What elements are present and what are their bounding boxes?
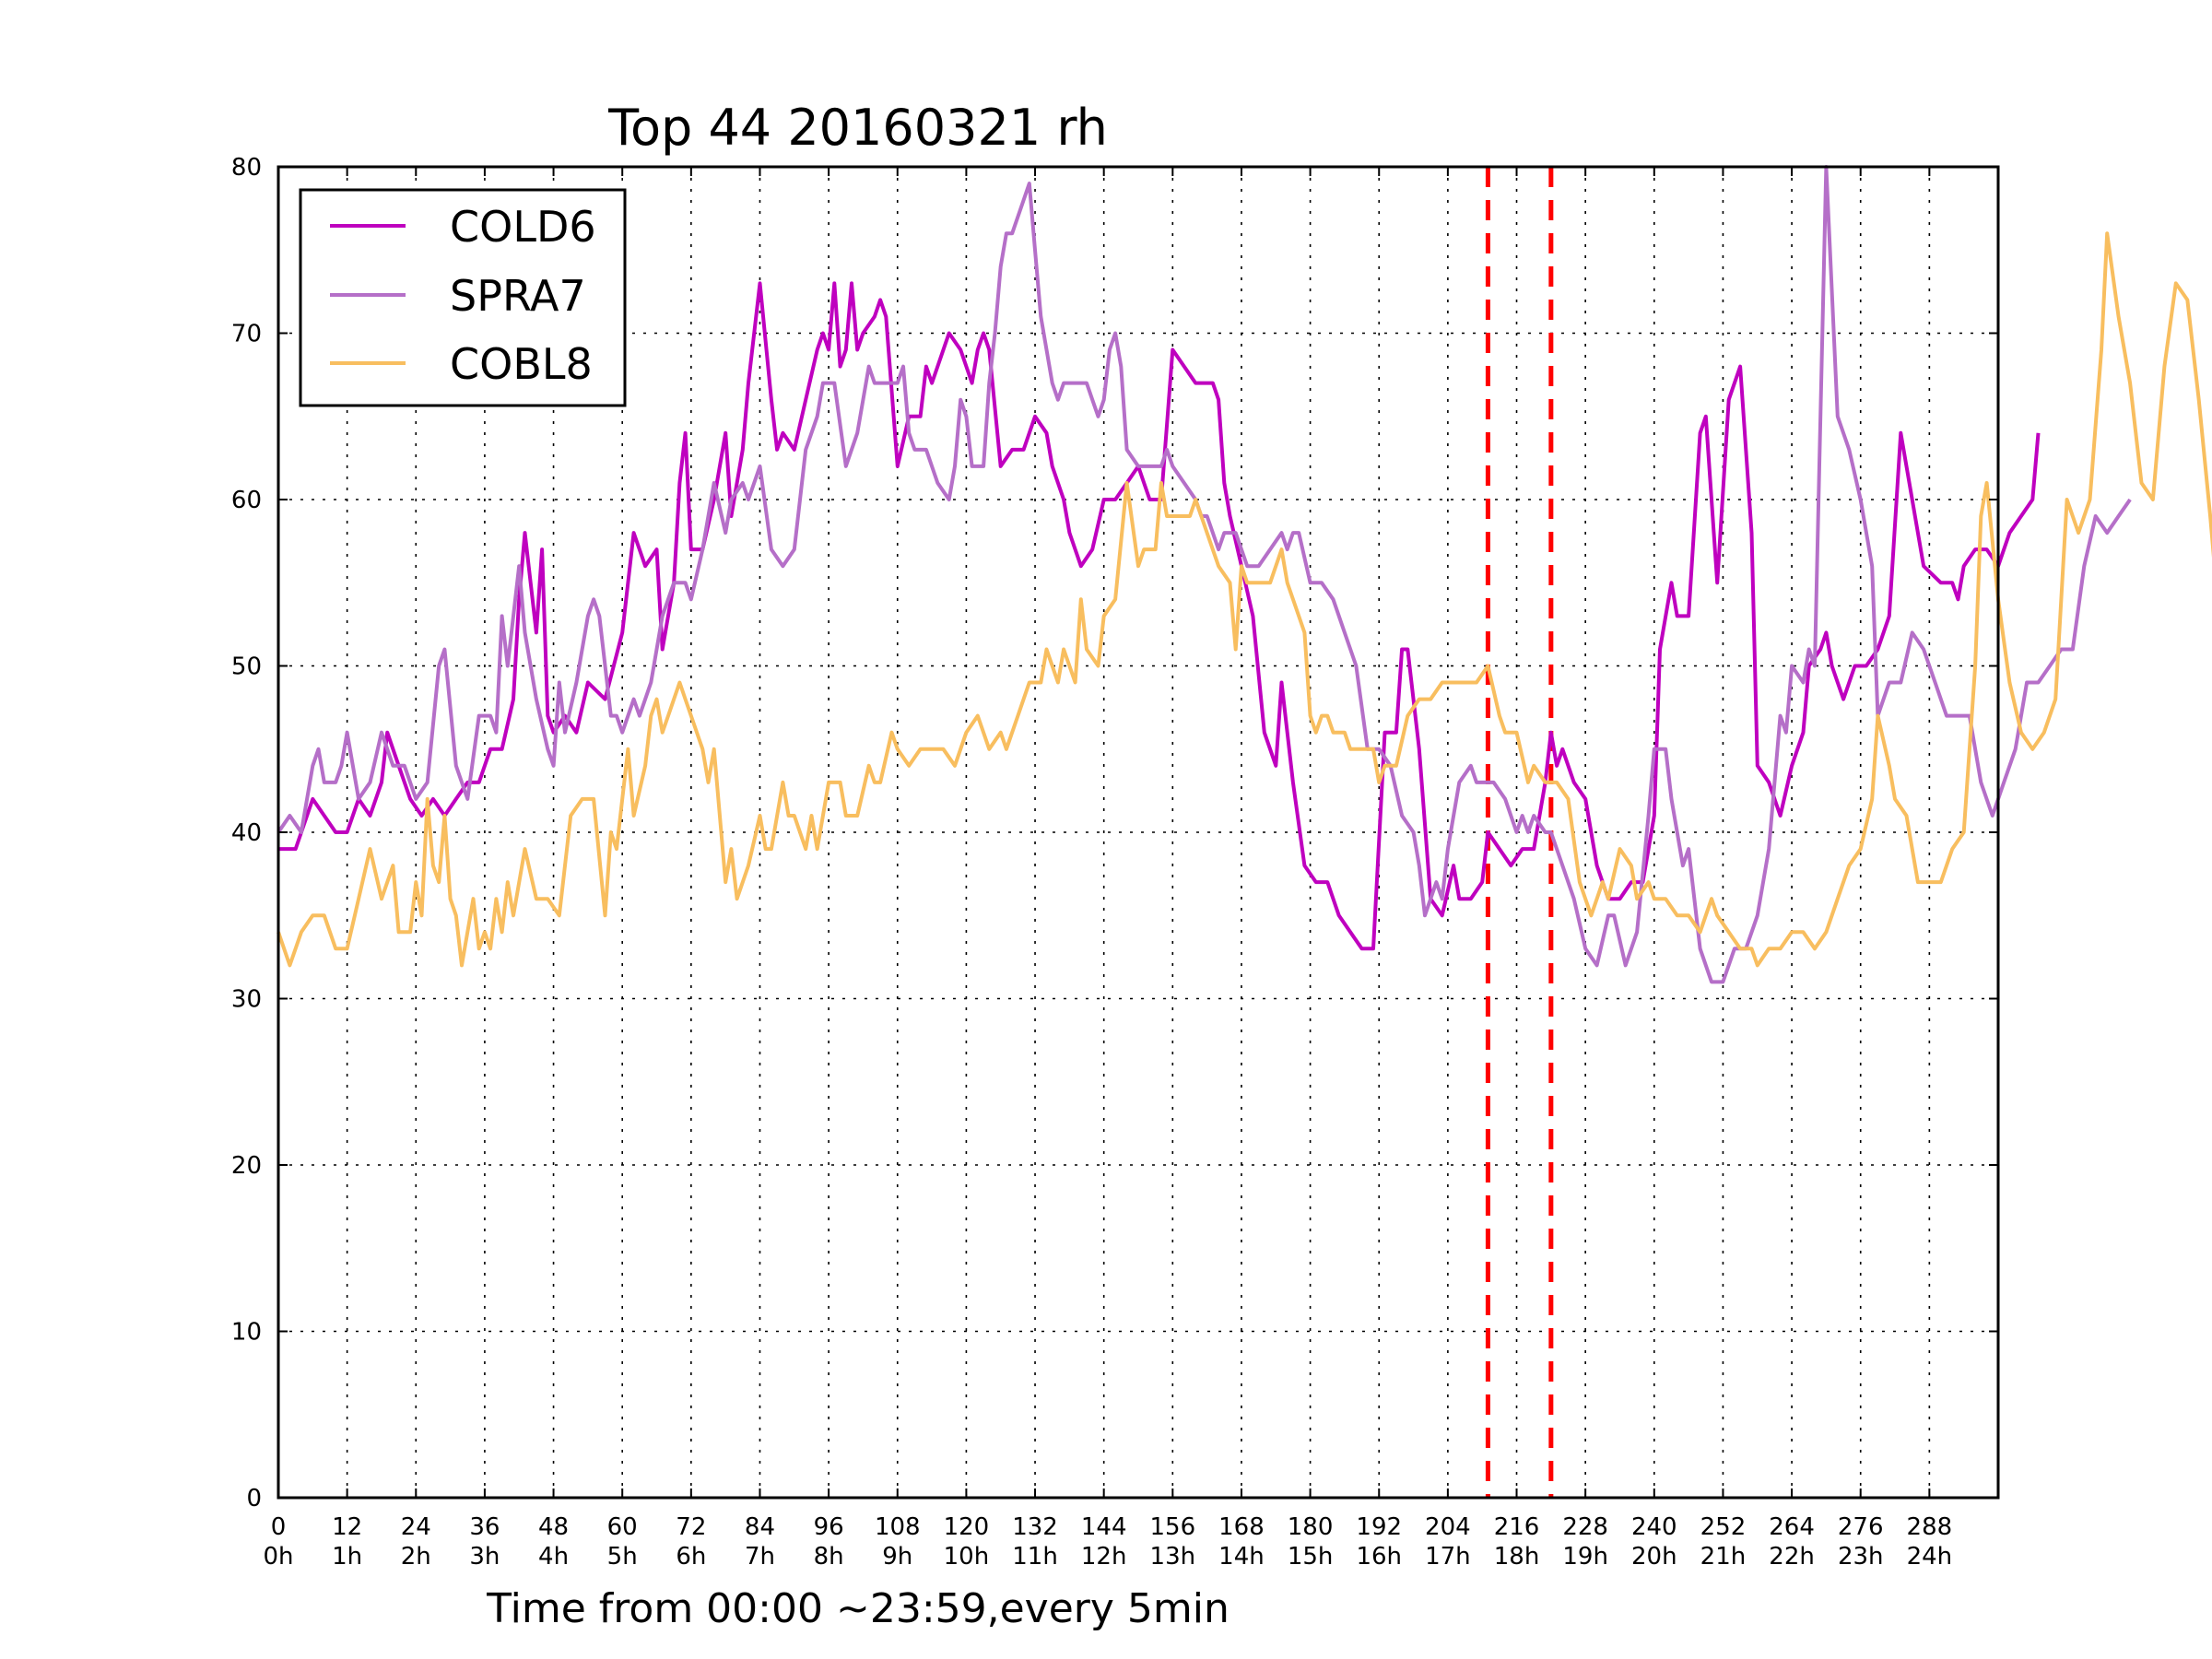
x-tick-label-hour: 2h (401, 1543, 431, 1571)
x-tick-label: 264 (1769, 1513, 1815, 1541)
x-tick-label-hour: 7h (745, 1543, 775, 1571)
x-tick-label-hour: 3h (469, 1543, 500, 1571)
y-tick-label: 10 (231, 1319, 262, 1347)
x-tick-label: 132 (1012, 1513, 1058, 1541)
x-tick-label-hour: 21h (1700, 1543, 1747, 1571)
x-tick-label: 276 (1838, 1513, 1884, 1541)
x-tick-label: 228 (1562, 1513, 1608, 1541)
x-tick-label: 84 (745, 1513, 775, 1541)
x-tick-label-hour: 10h (944, 1543, 990, 1571)
series-line-cobl8 (276, 231, 2212, 968)
x-tick-label: 24 (401, 1513, 431, 1541)
y-axis-ticks: 0 10 20 30 40 50 60 70 80 (231, 154, 1998, 1512)
x-tick-label: 216 (1494, 1513, 1540, 1541)
x-tick-label-hour: 14h (1218, 1543, 1265, 1571)
legend: COLD6 SPRA7 COBL8 (299, 188, 627, 407)
x-tick-label: 168 (1218, 1513, 1265, 1541)
y-tick-label: 80 (231, 154, 262, 182)
x-tick-label: 192 (1356, 1513, 1402, 1541)
x-tick-label-hour: 8h (814, 1543, 844, 1571)
x-tick-label: 144 (1081, 1513, 1127, 1541)
x-tick-label-hour: 13h (1150, 1543, 1196, 1571)
x-tick-label-hour: 4h (538, 1543, 569, 1571)
x-tick-label-hour: 11h (1012, 1543, 1058, 1571)
legend-label-cold6: COLD6 (450, 202, 596, 252)
x-tick-label: 36 (469, 1513, 500, 1541)
x-tick-label: 204 (1425, 1513, 1471, 1541)
y-tick-label: 0 (246, 1485, 262, 1512)
y-tick-label: 70 (231, 321, 262, 348)
y-tick-label: 50 (231, 653, 262, 681)
x-tick-label-hour: 20h (1631, 1543, 1677, 1571)
x-tick-label: 240 (1631, 1513, 1677, 1541)
x-tick-label: 72 (676, 1513, 706, 1541)
x-tick-label: 12 (332, 1513, 362, 1541)
y-tick-label: 20 (231, 1152, 262, 1180)
x-tick-label: 60 (607, 1513, 638, 1541)
x-tick-label: 156 (1149, 1513, 1195, 1541)
x-tick-label-hour: 9h (882, 1543, 912, 1571)
series-line-spra7 (276, 165, 2132, 984)
x-tick-label: 48 (538, 1513, 569, 1541)
x-tick-label-hour: 18h (1494, 1543, 1540, 1571)
x-tick-label-hour: 6h (676, 1543, 706, 1571)
x-tick-label-hour: 17h (1425, 1543, 1471, 1571)
x-tick-label-hour: 24h (1907, 1543, 1953, 1571)
x-tick-label-hour: 1h (332, 1543, 362, 1571)
legend-label-spra7: SPRA7 (450, 271, 586, 321)
y-tick-label: 30 (231, 986, 262, 1014)
x-axis-label: Time from 00:00 ~23:59,every 5min (486, 1585, 1230, 1632)
series-line-cold6 (278, 281, 2041, 951)
x-tick-label: 252 (1700, 1513, 1747, 1541)
y-tick-label: 60 (231, 487, 262, 514)
chart-title: Top 44 20160321 rh (607, 99, 1108, 157)
x-tick-label-hour: 0h (263, 1543, 293, 1571)
y-tick-label: 40 (231, 819, 262, 847)
x-tick-label-hour: 22h (1769, 1543, 1815, 1571)
legend-label-cobl8: COBL8 (450, 339, 593, 389)
x-tick-label: 0 (271, 1513, 287, 1541)
x-tick-label-hour: 15h (1288, 1543, 1334, 1571)
x-tick-label: 108 (875, 1513, 921, 1541)
x-tick-label-hour: 5h (607, 1543, 638, 1571)
x-tick-label-hour: 19h (1562, 1543, 1608, 1571)
x-tick-label: 180 (1288, 1513, 1334, 1541)
x-tick-label: 96 (814, 1513, 844, 1541)
x-tick-label-hour: 16h (1356, 1543, 1402, 1571)
x-tick-label: 120 (944, 1513, 990, 1541)
x-tick-label: 288 (1907, 1513, 1953, 1541)
series-lines (276, 165, 2212, 984)
x-tick-label-hour: 23h (1838, 1543, 1884, 1571)
x-tick-label-hour: 12h (1081, 1543, 1127, 1571)
